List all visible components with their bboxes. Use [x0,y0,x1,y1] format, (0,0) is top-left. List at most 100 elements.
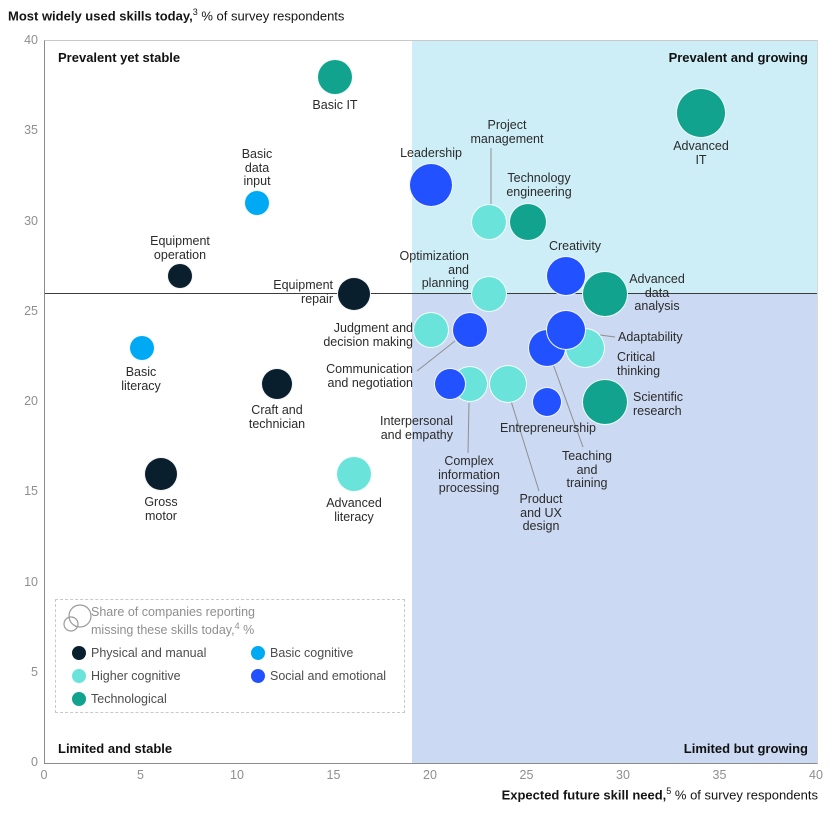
bubble-label-basic-it: Basic IT [312,98,358,112]
legend-item-technological: Technological [56,692,406,706]
bubble-label-basic-data-input: Basic data input [241,147,273,188]
plot-area: Prevalent yet stable Prevalent and growi… [44,40,818,764]
bubble-label-advanced-it: Advanced IT [673,139,729,167]
legend-swatch-social_emotional [251,669,265,683]
bubble-label-communication-and-negotiation: Communication and negotiation [326,362,413,390]
bubble-label-technology-engineering: Technology engineering [506,171,572,199]
bubble-label-scientific-research: Scientific research [633,390,684,418]
quadrant-divider-horizontal [45,293,817,295]
legend: Share of companies reporting missing the… [55,599,405,713]
bubble-equipment-repair [336,276,371,311]
legend-label-technological: Technological [91,692,167,706]
bubble-label-interpersonal-and-empathy: Interpersonal and empathy [380,414,453,442]
x-axis-tick-0: 0 [40,768,48,782]
x-axis-title-footnote-5: 5 [666,786,672,796]
legend-footnote-4: 4 [234,621,240,631]
x-axis-tick-35: 35 [712,768,727,782]
bubble-label-project-management: Project management [470,118,544,146]
bubble-label-judgment-and-decision-making: Judgment and decision making [323,321,413,349]
bubble-gross-motor [143,457,178,492]
bubble-basic-it [316,59,353,96]
chart-title-footnote-3: 3 [192,7,198,17]
bubble-advanced-literacy [335,456,372,493]
legend-size-note-line1: Share of companies reporting [91,605,255,619]
bubble-judgment-and-decision-making [413,311,449,348]
legend-size-note: Share of companies reporting missing the… [91,605,255,637]
x-axis-title: Expected future skill need,5 % of survey… [44,786,818,802]
bubble-label-leadership: Leadership [400,146,462,160]
x-axis-tick-30: 30 [616,768,630,782]
bubble-label-creativity: Creativity [548,239,602,253]
bubble-communication-and-negotiation [451,311,488,348]
bubble-label-teaching-and-training: Teaching and training [561,449,613,490]
bubble-adaptability [546,309,587,350]
bubble-label-adaptability: Adaptability [618,330,683,344]
bubble-creativity [546,255,587,296]
y-axis-tick-10: 10 [24,574,38,589]
bubble-label-equipment-repair: Equipment repair [273,278,333,306]
bubble-advanced-it [676,88,727,139]
bubble-scientific-research [581,379,628,425]
legend-size-note-line2: missing these skills today,4 % [91,619,255,637]
y-axis-tick-0: 0 [31,755,38,769]
x-axis-tick-20: 20 [423,768,437,782]
legend-label-social_emotional: Social and emotional [270,669,387,683]
bubble-size-icon [63,604,92,632]
legend-item-higher_cognitive: Higher cognitive [56,669,406,683]
bubble-label-product-and-ux-design: Product and UX design [519,492,563,533]
quadrant-label-limited-and-stable: Limited and stable [58,741,173,756]
bubble-label-advanced-data-analysis: Advanced data analysis [629,272,685,313]
legend-swatch-higher_cognitive [72,669,86,683]
bubble-label-entrepreneurship: Entrepreneurship [500,421,596,435]
y-axis-tick-25: 25 [24,303,38,318]
bubble-label-basic-literacy: Basic literacy [121,365,161,393]
legend-swatch-technological [72,692,86,706]
legend-swatch-basic_cognitive [251,646,265,660]
x-axis-tick-10: 10 [230,768,244,782]
quadrant-label-limited-but-growing: Limited but growing [683,741,808,756]
x-axis-tick-5: 5 [137,768,144,782]
x-axis-tick-40: 40 [809,768,823,782]
quadrant-shading-bottom-right [411,293,817,763]
bubble-project-management [470,203,507,240]
y-axis-tick-30: 30 [24,213,38,228]
x-axis-tick-15: 15 [326,768,341,782]
bubble-label-advanced-literacy: Advanced literacy [326,496,382,524]
bubble-advanced-data-analysis [581,270,628,317]
legend-label-physical_manual: Physical and manual [91,646,207,660]
legend-size-note-line2-text: missing these skills today, [91,623,235,638]
bubble-technology-engineering [508,202,547,241]
x-axis-title-units: % of survey respondents [671,787,818,803]
bubble-leadership [409,163,453,208]
legend-item-social_emotional: Social and emotional [56,669,406,683]
bubble-interpersonal-and-empathy [434,367,467,400]
bubble-optimization-and-planning [470,275,507,312]
quadrant-label-prevalent-and-growing: Prevalent and growing [668,50,808,65]
legend-label-higher_cognitive: Higher cognitive [91,669,181,683]
bubble-label-equipment-operation: Equipment operation [150,234,210,262]
bubble-label-critical-thinking: Critical thinking [617,350,661,378]
chart-title-bold: Most widely used skills today, [8,8,193,24]
y-axis-tick-15: 15 [24,484,38,499]
bubble-label-craft-and-technician: Craft and technician [248,403,306,431]
chart-title: Most widely used skills today,3 % of sur… [8,7,344,23]
x-axis-tick-25: 25 [519,768,534,782]
y-axis-tick-40: 40 [24,33,38,47]
legend-swatch-physical_manual [72,646,86,660]
y-axis-tick-35: 35 [24,123,38,138]
bubble-basic-data-input [244,190,271,217]
bubble-label-complex-information-processing: Complex information processing [438,454,500,495]
legend-item-physical_manual: Physical and manual [56,646,406,660]
bubble-craft-and-technician [260,367,293,400]
bubble-basic-literacy [128,334,155,361]
quadrant-label-prevalent-yet-stable: Prevalent yet stable [58,50,181,65]
bubble-label-gross-motor: Gross motor [144,495,178,523]
legend-label-basic_cognitive: Basic cognitive [270,646,354,660]
quadrant-shading-top-right [411,41,817,294]
y-axis-tick-5: 5 [31,664,38,679]
chart-title-units: % of survey respondents [197,8,345,24]
legend-item-basic_cognitive: Basic cognitive [56,646,406,660]
y-axis-tick-20: 20 [24,394,38,408]
bubble-product-and-ux-design [489,364,528,403]
